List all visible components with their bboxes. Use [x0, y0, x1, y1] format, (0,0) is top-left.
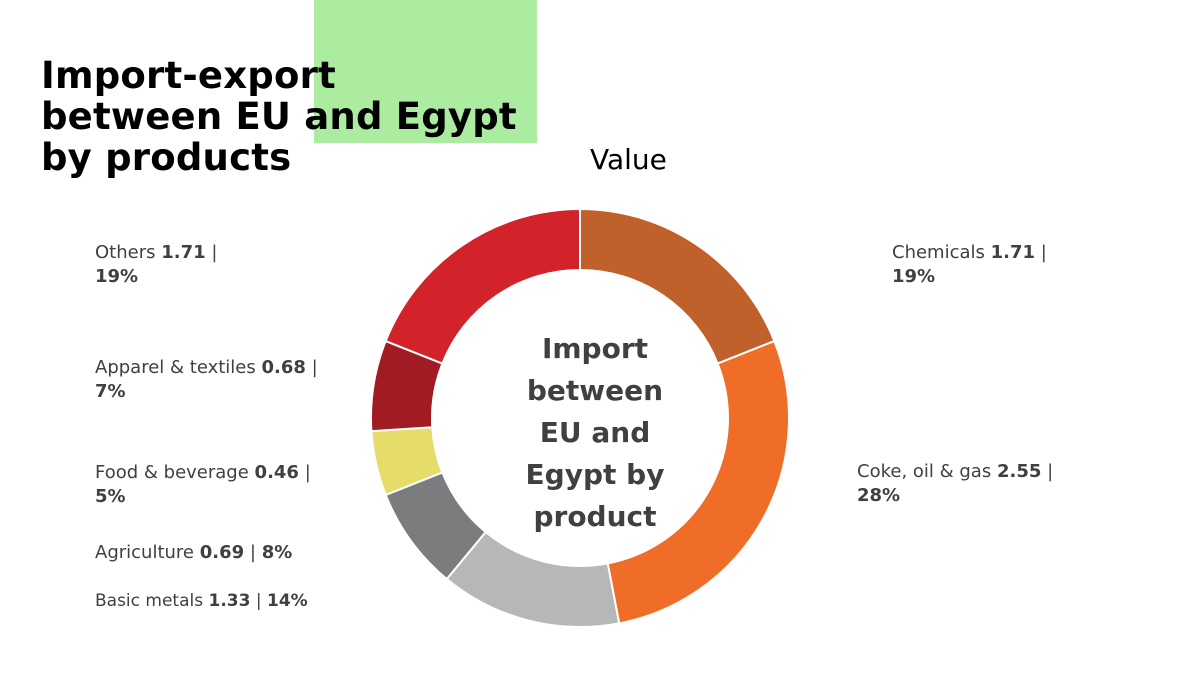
slice-label-percent: 7% — [95, 381, 126, 402]
slice-label-value: 1.33 — [208, 591, 251, 611]
slice-label-separator: | — [311, 357, 318, 378]
center-line-1: Import — [541, 332, 649, 365]
slice-label-value: 0.69 — [199, 542, 245, 563]
slice-label-separator: | — [304, 462, 311, 483]
slice-label-percent: 14% — [267, 591, 308, 611]
slice-label-food-beverage: Food & beverage 0.46 | 5% — [95, 461, 311, 509]
donut-slice-coke-oil-gas — [606, 339, 790, 625]
slice-label-basic-metals: Basic metals 1.33 | 14% — [95, 589, 308, 613]
slice-label-name: Food & beverage — [95, 462, 249, 483]
slice-label-separator: | — [211, 242, 218, 263]
chart-subtitle: Value — [590, 143, 667, 176]
title-line-2: between EU and Egypt — [41, 95, 517, 138]
slice-label-name: Coke, oil & gas — [857, 461, 992, 482]
slice-label-coke-oil-gas: Coke, oil & gas 2.55 | 28% — [857, 460, 1053, 508]
center-line-4: Egypt by — [525, 458, 665, 491]
title-line-1: Import-export — [41, 54, 336, 97]
slice-label-name: Basic metals — [95, 591, 204, 611]
slice-label-agriculture: Agriculture 0.69 | 8% — [95, 541, 292, 565]
slice-label-percent: 19% — [892, 266, 936, 287]
slice-label-apparel-textiles: Apparel & textiles 0.68 | 7% — [95, 356, 318, 404]
title-line-3: by products — [41, 136, 292, 179]
slice-label-separator: | — [1047, 461, 1054, 482]
slice-label-value: 0.68 — [261, 357, 306, 378]
slice-label-value: 2.55 — [996, 461, 1042, 482]
slice-label-chemicals: Chemicals 1.71 | 19% — [892, 241, 1047, 289]
slice-label-percent: 28% — [857, 485, 901, 506]
slice-label-separator: | — [1040, 242, 1047, 263]
slice-label-name: Apparel & textiles — [95, 357, 256, 378]
donut-center-label: Import between EU and Egypt by product — [500, 328, 690, 538]
slice-label-separator: | — [255, 591, 262, 611]
slice-label-name: Others — [95, 242, 156, 263]
slice-label-name: Chemicals — [892, 242, 985, 263]
slice-label-separator: | — [249, 542, 256, 563]
center-line-2: between — [526, 374, 664, 407]
slice-label-name: Agriculture — [95, 542, 194, 563]
slice-label-percent: 8% — [261, 542, 293, 563]
decorative-green-block — [314, 0, 537, 143]
slice-label-others: Others 1.71 | 19% — [95, 241, 217, 289]
page-title: Import-export between EU and Egypt by pr… — [41, 55, 517, 178]
slice-label-value: 1.71 — [990, 242, 1036, 263]
slice-label-percent: 19% — [95, 266, 139, 287]
donut-slice-others — [384, 207, 581, 365]
center-line-3: EU and — [539, 416, 651, 449]
slice-label-value: 1.71 — [161, 242, 206, 263]
center-line-5: product — [533, 500, 657, 533]
slice-label-percent: 5% — [95, 486, 126, 507]
slice-label-value: 0.46 — [254, 462, 299, 483]
